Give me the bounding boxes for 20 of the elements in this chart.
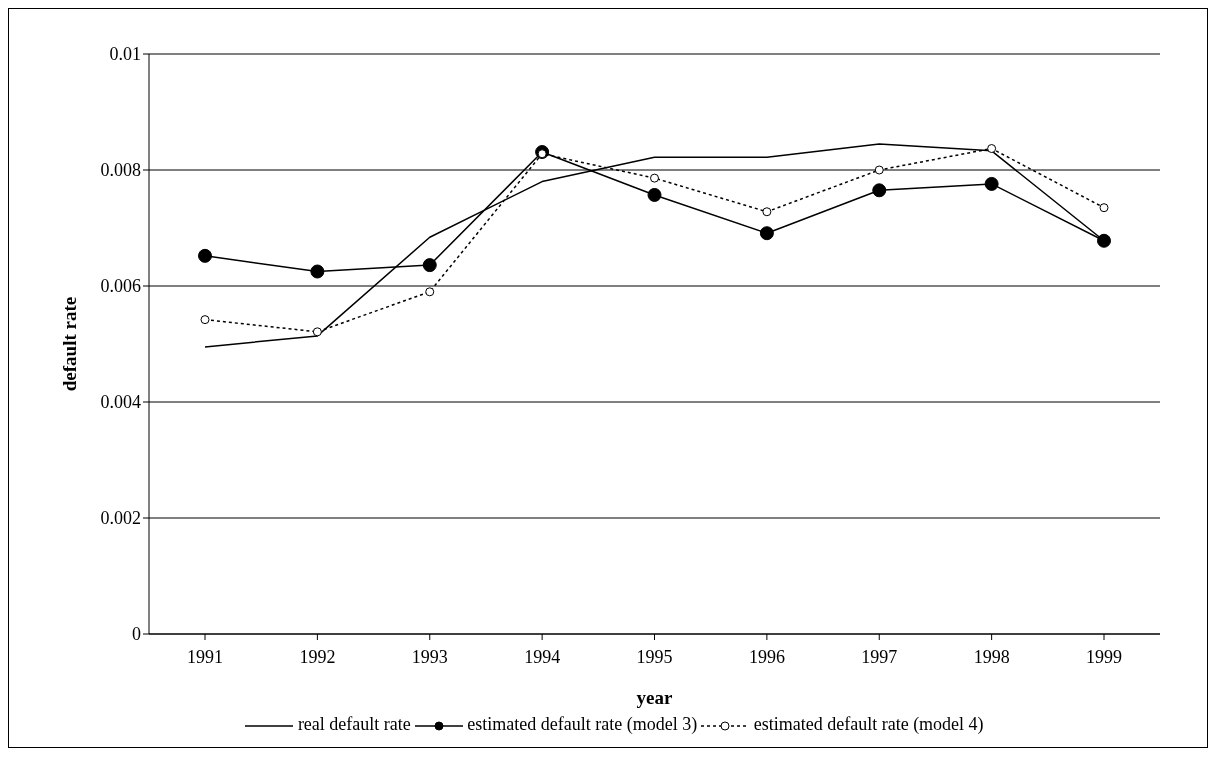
y-tick-label: 0.006 (100, 276, 141, 297)
x-tick-label: 1996 (748, 646, 785, 667)
x-tick-label: 1994 (524, 646, 561, 667)
y-tick-label: 0.008 (100, 160, 141, 181)
x-axis-title: year (636, 687, 673, 708)
legend-label: real default rate (296, 714, 411, 735)
x-tick-label: 1992 (299, 646, 336, 667)
x-tick-label: 1999 (1086, 646, 1122, 667)
legend-label: estimated default rate (model 4) (752, 714, 984, 735)
x-tick-label: 1993 (411, 646, 448, 667)
y-axis-title: default rate (58, 296, 80, 392)
y-tick-label: 0.002 (100, 508, 141, 529)
x-tick-label: 1991 (187, 646, 223, 667)
x-tick-label: 1998 (973, 646, 1010, 667)
x-tick-label: 1997 (861, 646, 898, 667)
legend-label: estimated default rate (model 3) (466, 714, 698, 735)
y-tick-label: 0.004 (100, 392, 141, 413)
x-tick-label: 1995 (636, 646, 673, 667)
y-tick-label: 0.01 (109, 44, 141, 65)
y-tick-label: 0 (132, 624, 141, 645)
